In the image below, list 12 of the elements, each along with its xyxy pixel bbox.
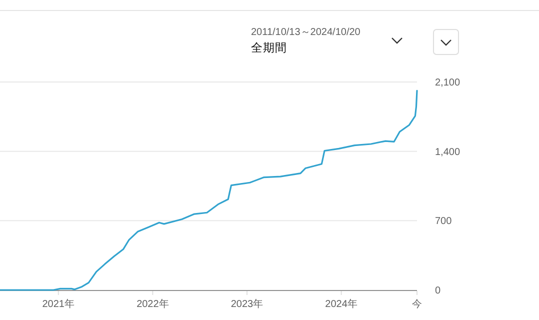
y-tick-label: 2,100 <box>435 78 460 88</box>
x-tick-label: 2024年 <box>325 298 358 310</box>
text: 2011/10/13～2024/10/20 <box>251 27 361 38</box>
x-tick-label: 2023年 <box>230 298 264 310</box>
line-series <box>0 90 418 291</box>
y-tick-label: 1,400 <box>435 146 460 158</box>
x-tick-label: 今 <box>412 298 422 310</box>
x-tick-label: 2021年 <box>42 298 75 310</box>
text: 全期間 <box>251 42 287 54</box>
x-tick-label: 2022年 <box>136 298 169 310</box>
y-tick-label: 0 <box>435 286 441 296</box>
y-tick-label: 700 <box>435 216 452 228</box>
